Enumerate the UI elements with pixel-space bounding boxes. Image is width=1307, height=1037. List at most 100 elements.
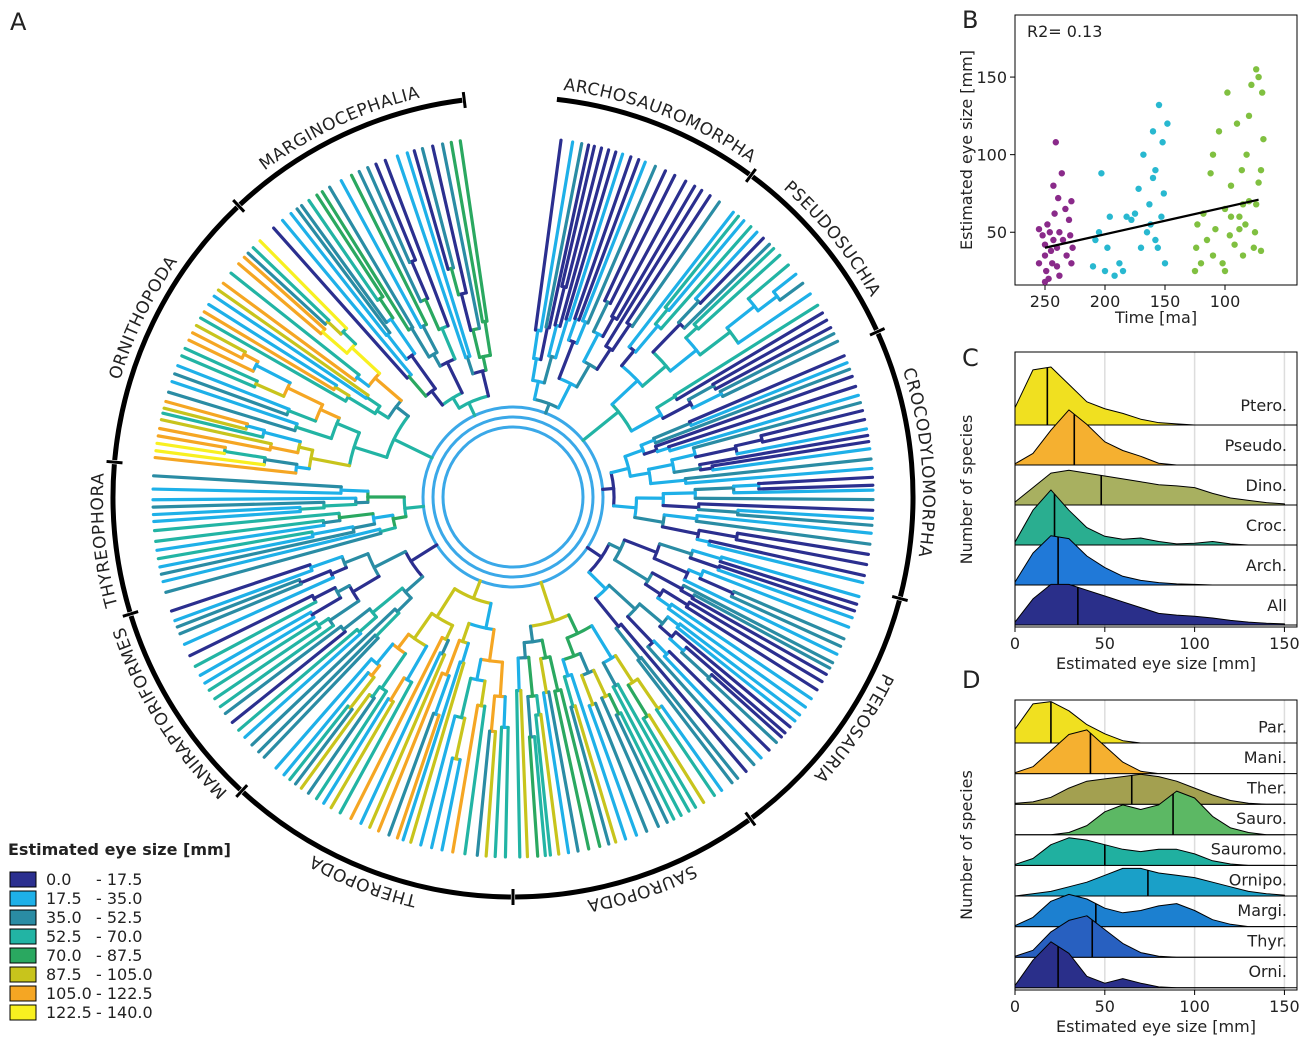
branch — [698, 236, 765, 305]
branch — [695, 537, 712, 544]
branch — [682, 578, 839, 656]
branch — [661, 491, 697, 496]
x-tick-label: 0 — [1010, 997, 1020, 1016]
branch — [668, 637, 685, 653]
plot-frame — [1014, 14, 1298, 286]
branch — [389, 676, 406, 702]
ridge-label: Croc. — [1246, 516, 1287, 535]
branch — [339, 179, 423, 329]
branch — [647, 462, 675, 471]
branch — [459, 292, 473, 333]
branch — [258, 239, 349, 330]
panel-label: A — [10, 8, 27, 36]
branch — [532, 328, 540, 360]
point — [1255, 73, 1262, 81]
branch — [156, 530, 314, 561]
branch — [651, 322, 682, 354]
point — [1250, 244, 1258, 251]
branch — [412, 611, 434, 641]
branch — [387, 711, 436, 837]
branch — [451, 396, 461, 410]
point — [1068, 260, 1075, 267]
branch — [289, 211, 388, 337]
branch — [547, 323, 559, 358]
branch — [720, 555, 861, 599]
y-tick-label: 50 — [987, 223, 1007, 242]
branch — [376, 671, 444, 833]
branch — [469, 676, 487, 683]
legend-high: - 140.0 — [96, 1003, 153, 1022]
branch — [180, 354, 257, 389]
ridge-area — [1014, 701, 1285, 744]
branch — [281, 218, 413, 377]
point — [1260, 135, 1267, 143]
branch — [176, 364, 291, 411]
branch — [307, 448, 315, 471]
branch — [698, 466, 715, 472]
plot-frame — [1014, 699, 1298, 991]
branch — [553, 689, 591, 851]
branch — [736, 513, 874, 527]
branch — [684, 466, 874, 485]
branch — [580, 673, 595, 707]
branch — [371, 513, 395, 520]
branch — [202, 310, 336, 392]
branch — [440, 391, 464, 407]
point — [1041, 252, 1049, 259]
ridge-label: Ther. — [1246, 778, 1287, 797]
point — [1069, 244, 1076, 251]
point — [1152, 166, 1159, 174]
branch — [535, 694, 541, 717]
point — [1152, 236, 1159, 244]
legend-low: 122.5 — [46, 1003, 92, 1022]
legend-high: - 122.5 — [96, 984, 153, 1003]
legend-low: 35.0 — [46, 908, 82, 927]
branch — [562, 675, 575, 709]
clade-label: ORNITHOPODA — [106, 252, 182, 381]
y-tick-label: 150 — [976, 68, 1007, 87]
branch — [257, 633, 377, 754]
branch — [647, 467, 653, 486]
branch — [548, 655, 560, 693]
branch — [339, 488, 370, 493]
branch — [152, 511, 341, 533]
branch — [613, 558, 650, 583]
branch — [341, 607, 372, 632]
ridge-area — [1014, 535, 1285, 586]
branch — [732, 589, 846, 641]
branch — [612, 504, 638, 510]
clade-name: PTEROSAURIA — [809, 670, 896, 786]
point — [1041, 241, 1049, 248]
branch — [672, 466, 702, 474]
branch — [582, 332, 600, 364]
branch — [684, 605, 819, 692]
point — [1158, 213, 1165, 220]
branch — [440, 142, 481, 331]
branch — [151, 496, 358, 502]
branch — [173, 372, 289, 417]
branch — [294, 425, 333, 441]
branch — [230, 630, 347, 725]
branch — [300, 203, 388, 325]
branch — [528, 613, 571, 628]
x-axis-label: Estimated eye size [mm] — [1056, 1017, 1256, 1036]
clade-separator — [122, 610, 139, 618]
branch — [532, 379, 540, 401]
branch — [623, 454, 632, 478]
point — [1236, 213, 1243, 220]
branch — [573, 155, 633, 321]
x-tick-label: 250 — [1030, 292, 1061, 311]
ridge-label: Pseudo. — [1225, 436, 1287, 455]
branch — [539, 325, 549, 362]
branch — [402, 495, 408, 519]
branch — [194, 323, 247, 354]
ridge-area — [1014, 469, 1285, 506]
clade-label: MANIRAPTORIFORMES — [110, 624, 232, 802]
branch — [410, 326, 431, 359]
branch — [674, 630, 792, 729]
branch — [151, 505, 302, 517]
branch — [731, 483, 761, 488]
branch — [262, 430, 302, 444]
branch — [380, 652, 408, 690]
branch — [409, 543, 439, 563]
